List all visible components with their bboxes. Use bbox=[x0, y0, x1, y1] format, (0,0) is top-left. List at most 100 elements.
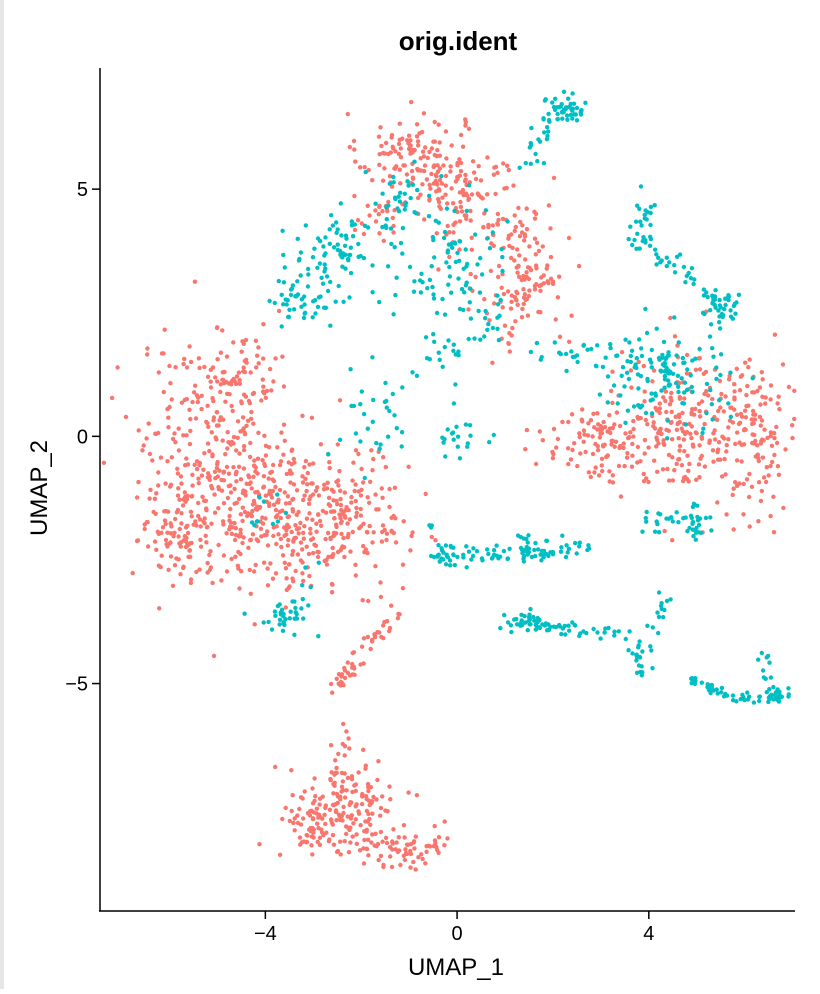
data-point bbox=[682, 396, 687, 401]
data-point bbox=[330, 545, 335, 551]
data-point bbox=[365, 550, 370, 556]
data-point bbox=[639, 403, 645, 408]
data-point bbox=[518, 219, 523, 225]
data-point bbox=[390, 391, 395, 397]
data-point bbox=[239, 399, 244, 404]
data-point bbox=[300, 547, 305, 552]
data-point bbox=[473, 232, 478, 237]
data-point bbox=[194, 523, 199, 528]
data-point bbox=[438, 206, 443, 211]
data-point bbox=[370, 799, 375, 804]
data-point bbox=[258, 526, 264, 531]
data-point bbox=[189, 494, 194, 499]
data-point bbox=[369, 840, 374, 845]
data-point bbox=[426, 214, 432, 219]
data-point bbox=[339, 531, 344, 537]
data-point bbox=[373, 564, 378, 569]
data-point bbox=[162, 518, 168, 523]
data-point bbox=[492, 301, 497, 306]
data-point bbox=[612, 422, 617, 427]
data-point bbox=[361, 543, 366, 549]
data-point bbox=[485, 236, 490, 241]
data-point bbox=[290, 283, 296, 288]
data-point bbox=[376, 759, 381, 764]
data-point bbox=[521, 273, 526, 279]
data-point bbox=[334, 676, 339, 681]
data-point bbox=[226, 471, 232, 476]
data-point bbox=[516, 205, 521, 211]
data-point bbox=[546, 553, 551, 559]
data-point bbox=[439, 556, 444, 561]
data-point bbox=[212, 510, 218, 515]
data-point bbox=[432, 255, 437, 260]
data-point bbox=[187, 344, 192, 349]
data-point bbox=[244, 481, 249, 486]
data-point bbox=[501, 291, 507, 297]
data-point bbox=[733, 311, 738, 316]
data-point bbox=[508, 306, 514, 311]
data-point bbox=[702, 391, 707, 397]
data-point bbox=[273, 571, 279, 576]
data-point bbox=[693, 676, 698, 681]
data-point bbox=[219, 477, 224, 483]
data-point bbox=[302, 465, 307, 470]
data-point bbox=[672, 334, 678, 339]
data-point bbox=[516, 274, 522, 279]
data-point bbox=[423, 145, 428, 150]
data-point bbox=[570, 620, 575, 625]
data-point bbox=[701, 426, 706, 431]
data-point bbox=[661, 339, 667, 345]
data-point bbox=[287, 818, 292, 824]
data-point bbox=[186, 554, 191, 560]
data-point bbox=[570, 106, 575, 111]
data-point bbox=[334, 524, 339, 530]
data-point bbox=[496, 274, 501, 280]
data-point bbox=[353, 482, 358, 487]
data-point bbox=[625, 359, 630, 364]
data-point bbox=[540, 438, 545, 443]
data-point bbox=[311, 830, 316, 835]
data-point bbox=[603, 355, 608, 360]
data-point bbox=[517, 234, 523, 239]
data-point bbox=[621, 445, 626, 451]
data-point bbox=[187, 548, 192, 553]
data-point bbox=[109, 395, 115, 401]
data-point bbox=[247, 567, 252, 573]
data-point bbox=[691, 444, 696, 449]
data-point bbox=[375, 841, 381, 847]
data-point bbox=[233, 470, 239, 476]
data-point bbox=[365, 837, 371, 842]
data-point bbox=[442, 437, 447, 442]
data-point bbox=[377, 630, 382, 635]
data-point bbox=[568, 112, 573, 118]
data-point bbox=[420, 856, 425, 862]
data-point bbox=[347, 144, 352, 150]
data-point bbox=[354, 841, 359, 846]
data-point bbox=[334, 230, 339, 235]
data-point bbox=[207, 448, 212, 454]
data-point bbox=[682, 360, 687, 365]
data-point bbox=[341, 251, 346, 256]
data-point bbox=[504, 185, 509, 191]
data-point bbox=[653, 391, 658, 396]
data-point bbox=[429, 523, 434, 528]
data-point bbox=[597, 392, 603, 397]
data-point bbox=[192, 279, 198, 284]
data-point bbox=[400, 562, 406, 567]
data-point bbox=[300, 571, 305, 576]
data-point bbox=[247, 401, 253, 406]
data-point bbox=[552, 340, 557, 345]
data-point bbox=[365, 495, 370, 500]
data-point bbox=[645, 378, 650, 384]
data-point bbox=[177, 541, 182, 546]
data-point bbox=[520, 223, 525, 228]
data-point bbox=[447, 274, 453, 279]
data-point bbox=[194, 466, 200, 472]
data-point bbox=[786, 686, 791, 691]
data-point bbox=[654, 262, 659, 267]
data-point bbox=[642, 389, 647, 394]
data-point bbox=[221, 469, 227, 475]
data-point bbox=[750, 440, 755, 446]
data-point bbox=[681, 264, 687, 270]
data-point bbox=[701, 371, 706, 376]
